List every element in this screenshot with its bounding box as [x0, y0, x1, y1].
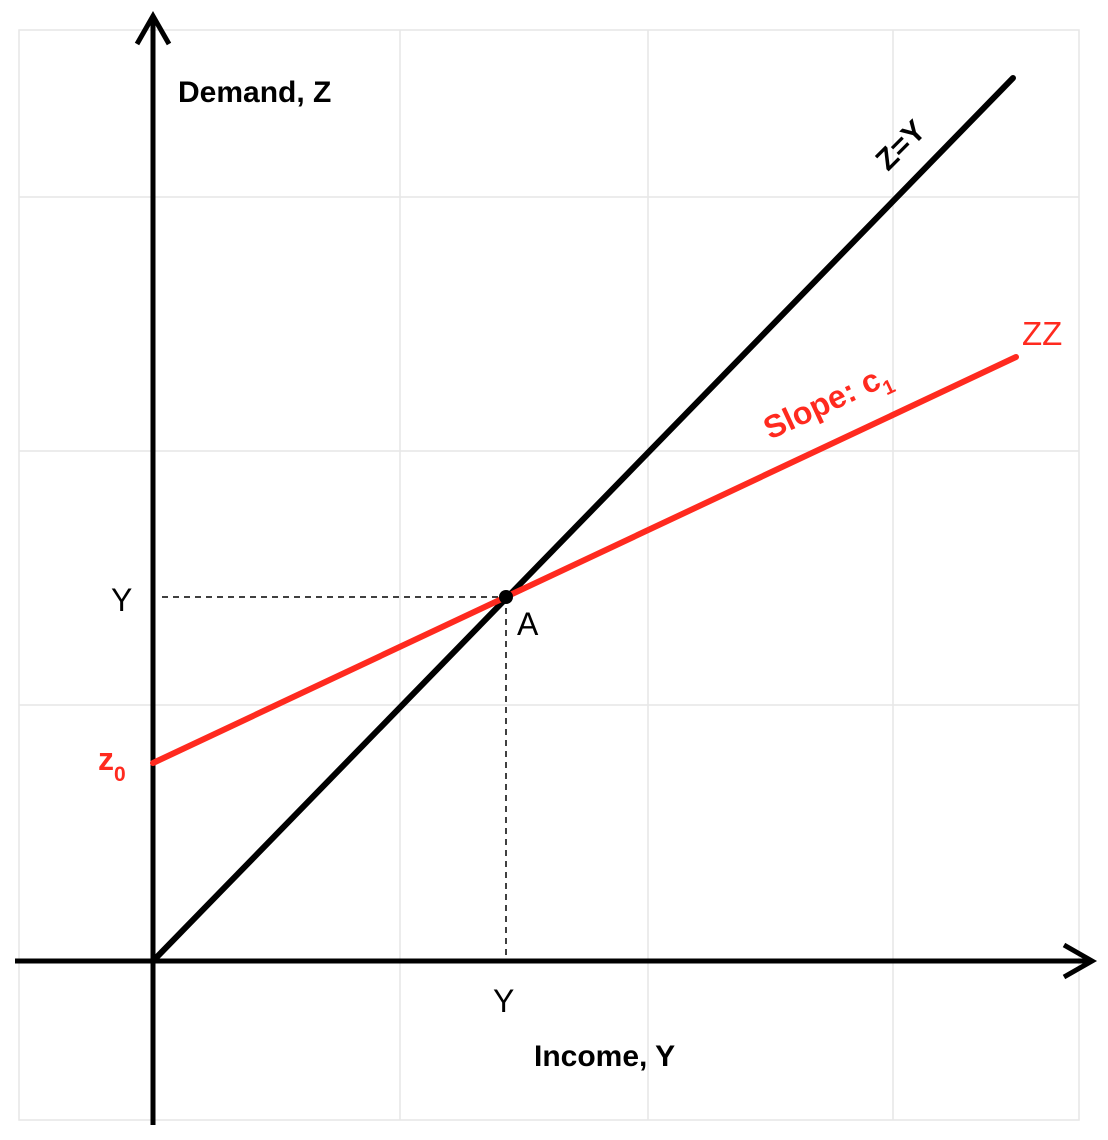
- equilibrium-guides: [162, 596, 507, 955]
- identity-line-z-equals-y: [150, 75, 1016, 964]
- intercept-label: z0: [98, 741, 126, 786]
- y-axis-arrowhead: [134, 10, 172, 46]
- svg-text:Slope: c1: Slope: c1: [758, 356, 899, 452]
- demand-line-zz: [150, 354, 1019, 766]
- slope-label-subscript: 1: [879, 375, 898, 400]
- axes: [15, 10, 1098, 1125]
- demand-line-label: ZZ: [1022, 315, 1062, 352]
- x-axis-label: Income, Y: [534, 1040, 675, 1073]
- equilibrium-point: [499, 590, 513, 604]
- grid: [18, 29, 1080, 1121]
- intercept-label-subscript: 0: [114, 763, 126, 786]
- equilibrium-point-label: A: [517, 606, 539, 642]
- x-tick-label: Y: [493, 983, 514, 1019]
- slope-label: Slope: c1: [758, 356, 899, 452]
- y-axis-label: Demand, Z: [178, 76, 331, 109]
- y-tick-label: Y: [111, 582, 132, 618]
- slope-label-text: Slope: c: [758, 361, 886, 446]
- x-axis-arrowhead: [1062, 942, 1098, 980]
- intercept-label-main: z: [98, 741, 114, 777]
